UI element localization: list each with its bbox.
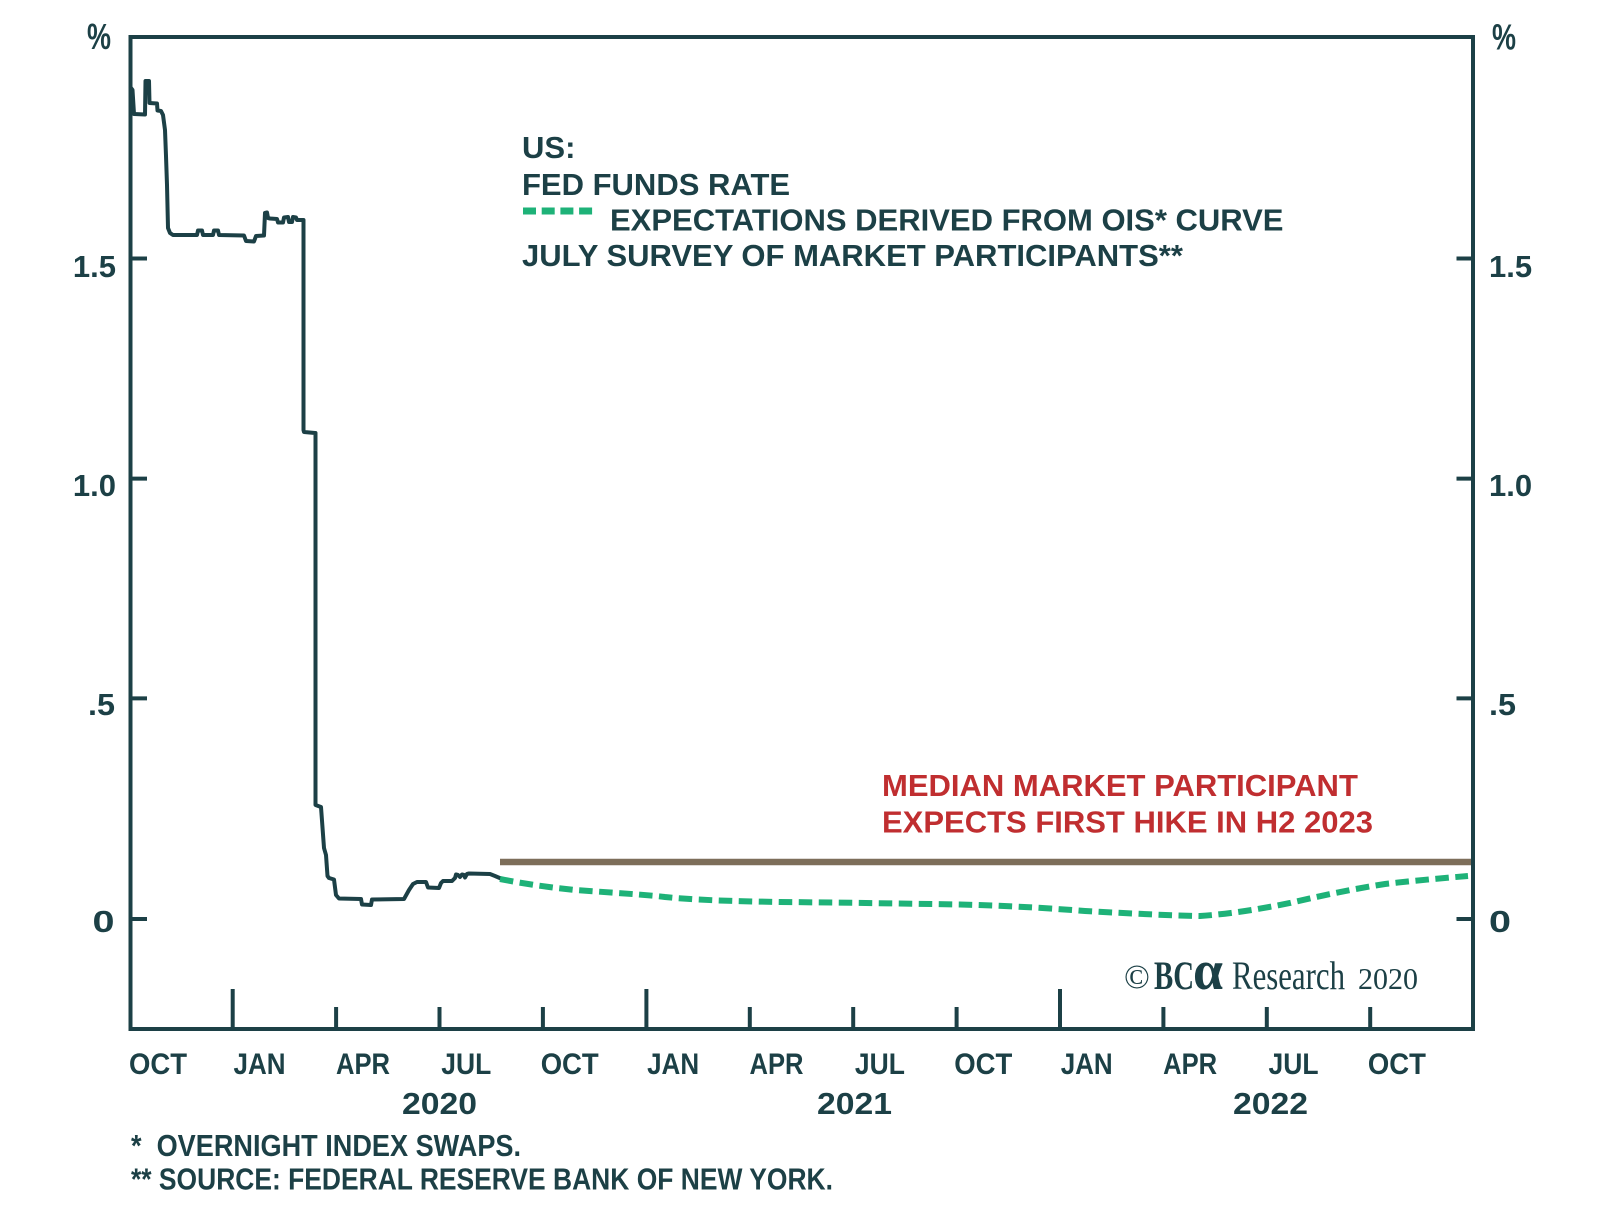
svg-text:1.0: 1.0 xyxy=(1489,468,1532,503)
svg-text:** SOURCE: FEDERAL RESERVE BAN: ** SOURCE: FEDERAL RESERVE BANK OF NEW Y… xyxy=(131,1162,833,1197)
svg-text:APR: APR xyxy=(750,1048,804,1081)
svg-text:BC: BC xyxy=(1154,953,1194,998)
svg-text:.5: .5 xyxy=(1489,687,1516,722)
svg-text:JAN: JAN xyxy=(647,1048,699,1081)
svg-text:%: % xyxy=(1492,17,1516,58)
svg-text:EXPECTATIONS DERIVED FROM OIS*: EXPECTATIONS DERIVED FROM OIS* CURVE xyxy=(610,203,1283,238)
svg-text:JUL: JUL xyxy=(855,1048,905,1081)
svg-text:.5: .5 xyxy=(88,687,115,722)
svg-text:APR: APR xyxy=(336,1048,390,1081)
svg-text:JUL: JUL xyxy=(441,1048,491,1081)
svg-text:1.5: 1.5 xyxy=(1489,249,1532,284)
svg-text:OCT: OCT xyxy=(541,1048,599,1081)
svg-text:FED FUNDS RATE: FED FUNDS RATE xyxy=(522,167,790,202)
svg-text:%: % xyxy=(87,16,111,57)
svg-text:JAN: JAN xyxy=(234,1048,286,1081)
svg-text:JAN: JAN xyxy=(1061,1048,1113,1081)
svg-text:2020: 2020 xyxy=(1358,961,1418,996)
svg-text:©: © xyxy=(1124,959,1150,996)
svg-text:JUL: JUL xyxy=(1269,1048,1319,1081)
svg-text:APR: APR xyxy=(1163,1048,1217,1081)
svg-text:OCT: OCT xyxy=(129,1048,187,1081)
svg-text:1.0: 1.0 xyxy=(73,468,116,503)
svg-text:MEDIAN MARKET PARTICIPANT: MEDIAN MARKET PARTICIPANT xyxy=(882,768,1358,803)
svg-text:US:: US: xyxy=(522,130,575,165)
svg-text:OCT: OCT xyxy=(1368,1048,1426,1081)
svg-text:2022: 2022 xyxy=(1233,1086,1308,1121)
svg-text:0: 0 xyxy=(1489,904,1511,939)
svg-text:* OVERNIGHT INDEX SWAPS.: * OVERNIGHT INDEX SWAPS. xyxy=(131,1128,521,1163)
svg-text:0: 0 xyxy=(93,904,115,939)
svg-text:JULY SURVEY OF MARKET PARTICIP: JULY SURVEY OF MARKET PARTICIPANTS** xyxy=(522,238,1184,273)
svg-text:Research: Research xyxy=(1232,953,1345,998)
svg-text:α: α xyxy=(1193,940,1223,1002)
svg-text:OCT: OCT xyxy=(954,1048,1012,1081)
svg-text:2020: 2020 xyxy=(402,1086,477,1121)
svg-text:2021: 2021 xyxy=(817,1086,892,1121)
svg-text:EXPECTS FIRST HIKE IN H2 2023: EXPECTS FIRST HIKE IN H2 2023 xyxy=(882,805,1373,840)
svg-text:1.5: 1.5 xyxy=(73,249,116,284)
